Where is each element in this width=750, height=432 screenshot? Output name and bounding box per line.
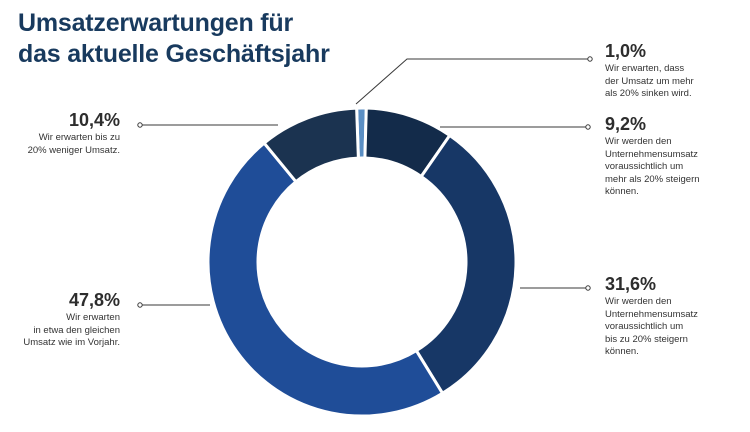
slice-description: Wir werden den Unternehmensumsatz voraus… [605,296,698,357]
slice-weniger-bis-20 [262,106,360,184]
slice-label-sinken-mehr-20: 1,0% Wir erwarten, dass der Umsatz um me… [605,41,694,101]
slice-description: Wir erwarten, dass der Umsatz um mehr al… [605,63,694,99]
leader-line-steigern-mehr-20-dot [585,124,591,130]
slice-label-steigern-bis-20: 31,6% Wir werden den Unternehmensumsatz … [605,274,698,359]
slice-label-gleich: 47,8% Wir erwarten in etwa den gleichen … [10,290,120,350]
slice-description: Wir erwarten in etwa den gleichen Umsatz… [23,312,120,348]
slice-percent: 1,0% [605,41,647,61]
slice-percent: 47,8% [68,290,120,310]
leader-line-sinken-mehr-20-dot [587,56,593,62]
leader-line-steigern-bis-20-dot [585,285,591,291]
slice-description: Wir erwarten bis zu 20% weniger Umsatz. [27,132,120,156]
slice-percent: 31,6% [605,274,657,294]
slice-gleich [206,140,445,418]
leader-line-sinken-mehr-20 [355,58,590,105]
leader-line-gleich-dot [137,302,143,308]
slice-percent: 10,4% [68,110,120,130]
leader-line-weniger-bis-20-dot [137,122,143,128]
chart-title: Umsatzerwartungen für das aktuelle Gesch… [18,8,378,70]
slice-description: Wir werden den Unternehmensumsatz voraus… [605,136,700,197]
chart-title-line-1: Umsatzerwartungen für [18,9,294,37]
slice-percent: 9,2% [605,114,647,134]
slice-steigern-bis-20 [414,133,518,396]
slice-label-steigern-mehr-20: 9,2% Wir werden den Unternehmensumsatz v… [605,114,700,199]
slice-label-weniger-bis-20: 10,4% Wir erwarten bis zu 20% weniger Um… [10,110,120,157]
chart-title-line-2: das aktuelle Geschäftsjahr [18,40,330,68]
